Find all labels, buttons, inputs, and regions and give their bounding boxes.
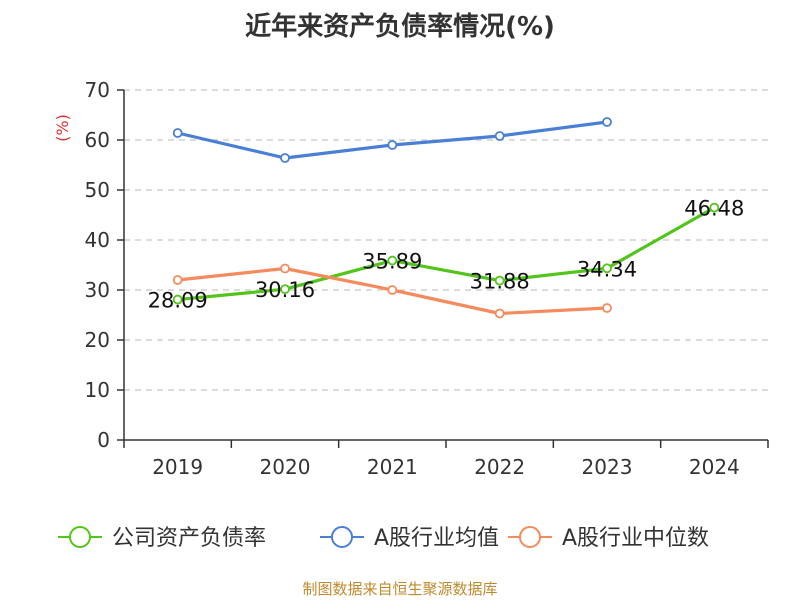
y-tick-label: 10	[85, 378, 110, 402]
data-point[interactable]	[387, 255, 398, 266]
x-tick-label: 2020	[260, 455, 311, 479]
y-axis-label: (%)	[53, 114, 72, 142]
legend-marker	[69, 526, 91, 548]
data-label: 31.88	[470, 270, 530, 294]
gridlines	[124, 89, 768, 391]
y-tick-label: 0	[97, 428, 110, 452]
y-tick-label: 30	[85, 278, 110, 302]
axes: 0 10 20 30 40 50 60 70 (%) 2019 2020 2021 2022 2023 20…	[53, 78, 769, 479]
data-point[interactable]	[602, 303, 612, 313]
legend-label: 公司资产负债率	[112, 526, 266, 551]
legend-item-0[interactable]: 公司资产负债率	[58, 526, 266, 551]
data-point[interactable]	[494, 131, 505, 141]
x-tick-label: 2021	[367, 455, 418, 479]
x-tick-label: 2024	[689, 455, 740, 479]
data-point[interactable]	[494, 308, 505, 319]
data-label: 46.48	[684, 197, 744, 221]
data-point[interactable]	[172, 294, 183, 305]
data-point[interactable]	[602, 263, 612, 274]
data-point[interactable]	[280, 263, 290, 274]
series-line-0	[177, 206, 716, 302]
data-point[interactable]	[280, 153, 290, 163]
chart-title: 近年来资产负债率情况(%)	[245, 12, 555, 42]
legend-item-1[interactable]: A股行业均值	[320, 526, 499, 551]
data-label: 34.34	[577, 257, 637, 281]
data-point[interactable]	[280, 284, 290, 295]
x-tick-label: 2019	[152, 455, 203, 479]
x-tick-label: 2023	[582, 455, 633, 479]
data-label: 28.09	[148, 289, 208, 313]
data-point[interactable]	[602, 117, 612, 127]
x-tick-label: 2022	[474, 455, 525, 479]
y-tick-label: 40	[85, 228, 110, 252]
data-label: 35.89	[362, 250, 422, 274]
data-point[interactable]	[172, 128, 183, 138]
y-tick-label: 60	[85, 128, 110, 152]
y-tick-label: 50	[85, 178, 110, 202]
legend-label: A股行业中位数	[562, 526, 709, 551]
y-tick-label: 20	[85, 328, 110, 352]
y-tick-label: 70	[85, 78, 110, 102]
data-labels: 28.09 30.16 35.89 31.88 34.34 46.48	[148, 197, 745, 313]
legend-item-2[interactable]: A股行业中位数	[508, 526, 709, 551]
data-point[interactable]	[387, 285, 398, 295]
data-label: 30.16	[255, 278, 315, 302]
legend[interactable]: 公司资产负债率 A股行业均值 A股行业中位数	[58, 526, 709, 551]
data-point[interactable]	[494, 275, 505, 286]
legend-marker	[519, 526, 541, 548]
legend-label: A股行业均值	[374, 526, 499, 551]
series-lines	[172, 117, 720, 319]
legend-marker	[331, 526, 353, 548]
data-point[interactable]	[387, 140, 398, 150]
source-note: 制图数据来自恒生聚源数据库	[302, 580, 498, 598]
data-point[interactable]	[709, 202, 720, 213]
data-point[interactable]	[172, 275, 183, 285]
